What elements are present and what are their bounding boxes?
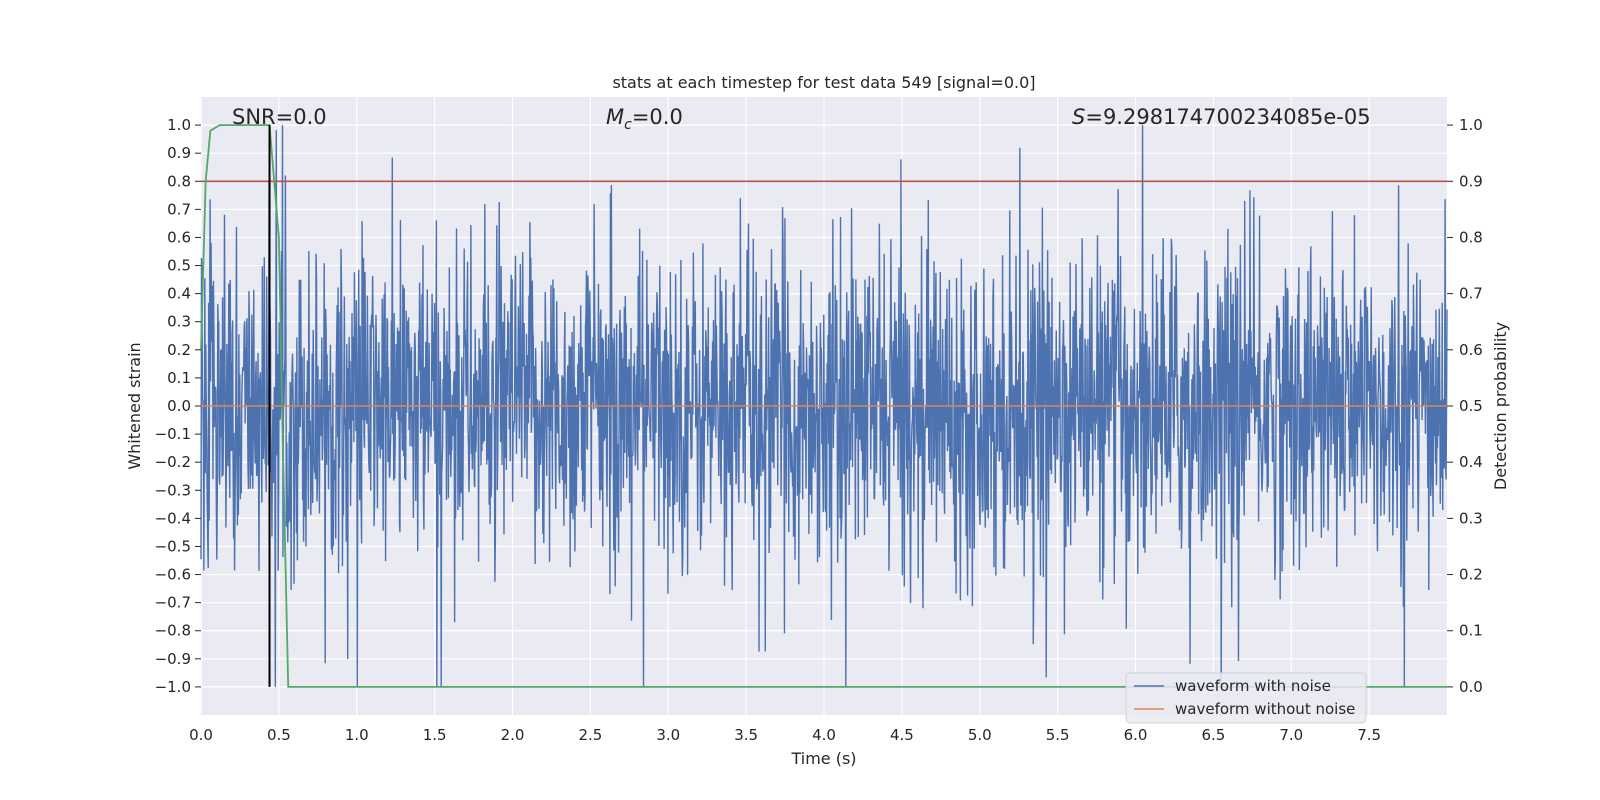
y-right-tick-label: 0.1 bbox=[1459, 622, 1483, 640]
y-left-tick-label: 0.4 bbox=[167, 285, 191, 303]
x-tick-label: 6.5 bbox=[1201, 726, 1225, 744]
y-right-tick-label: 0.2 bbox=[1459, 566, 1483, 584]
overlay-lines bbox=[200, 124, 1447, 688]
y-left-tick-label: 0.2 bbox=[167, 341, 191, 359]
legend: waveform with noise waveform without noi… bbox=[1125, 672, 1367, 724]
x-tick-labels: 0.0 0.5 1.0 1.5 2.0 2.5 3.0 3.5 4.0 4.5 5.0 5.5 6.0 6… bbox=[189, 726, 1381, 744]
y-axis-label-right: Detection probability bbox=[1491, 322, 1510, 490]
x-tick-label: 7.5 bbox=[1357, 726, 1381, 744]
x-tick-label: 4.5 bbox=[890, 726, 914, 744]
y-right-tick-label: 0.8 bbox=[1459, 228, 1483, 246]
y-left-tick-label: 0.9 bbox=[167, 144, 191, 162]
x-tick-label: 5.0 bbox=[968, 726, 992, 744]
legend-box bbox=[1125, 672, 1367, 724]
y-right-tick-labels: 1.0 0.9 0.8 0.7 0.6 0.5 0.4 0.3 0.2 0.1 0.0 bbox=[1447, 116, 1483, 696]
y-left-tick-label: 0.0 bbox=[167, 397, 191, 415]
y-axis-label-left: Whitened strain bbox=[125, 342, 144, 469]
x-axis-label: Time (s) bbox=[790, 749, 856, 768]
y-right-tick-label: 0.5 bbox=[1459, 397, 1483, 415]
y-left-tick-label: −0.4 bbox=[155, 509, 191, 527]
annotation-snr: SNR=0.0 bbox=[232, 105, 327, 129]
series-waveform-with-noise bbox=[200, 125, 1448, 687]
y-left-tick-label: −1.0 bbox=[155, 678, 191, 696]
x-tick-label: 2.5 bbox=[578, 726, 602, 744]
y-left-tick-label: 0.1 bbox=[167, 369, 191, 387]
legend-label-waveform-without-noise: waveform without noise bbox=[1175, 700, 1355, 718]
legend-label-waveform-with-noise: waveform with noise bbox=[1175, 677, 1331, 695]
x-tick-label: 6.0 bbox=[1124, 726, 1148, 744]
y-left-tick-label: −0.8 bbox=[155, 622, 191, 640]
x-tick-label: 5.5 bbox=[1046, 726, 1070, 744]
x-tick-label: 3.0 bbox=[656, 726, 680, 744]
y-left-tick-label: 1.0 bbox=[167, 116, 191, 134]
y-left-tick-label: 0.7 bbox=[167, 200, 191, 218]
y-left-tick-label: 0.3 bbox=[167, 313, 191, 331]
chart-title: stats at each timestep for test data 549… bbox=[612, 73, 1035, 92]
y-left-tick-label: 0.8 bbox=[167, 172, 191, 190]
y-left-tick-label: −0.7 bbox=[155, 594, 191, 612]
y-right-tick-label: 0.7 bbox=[1459, 285, 1483, 303]
x-tick-label: 2.0 bbox=[501, 726, 525, 744]
y-left-tick-label: 0.6 bbox=[167, 228, 191, 246]
annotation-chirp-mass: Mc=0.0 bbox=[606, 105, 683, 133]
x-tick-label: 0.5 bbox=[267, 726, 291, 744]
y-right-tick-label: 0.0 bbox=[1459, 678, 1483, 696]
y-right-tick-label: 0.6 bbox=[1459, 341, 1483, 359]
x-tick-label: 0.0 bbox=[189, 726, 213, 744]
y-right-tick-label: 0.4 bbox=[1459, 453, 1483, 471]
y-left-tick-label: −0.9 bbox=[155, 650, 191, 668]
y-right-tick-label: 1.0 bbox=[1459, 116, 1483, 134]
y-left-tick-label: −0.3 bbox=[155, 481, 191, 499]
y-left-tick-label: −0.2 bbox=[155, 453, 191, 471]
waveform-with-noise-line bbox=[200, 125, 1448, 687]
x-tick-label: 4.0 bbox=[812, 726, 836, 744]
y-left-tick-label: −0.5 bbox=[155, 537, 191, 555]
x-tick-label: 1.5 bbox=[423, 726, 447, 744]
annotation-score: S=9.298174700234085e-05 bbox=[1072, 105, 1371, 129]
y-left-tick-label: −0.6 bbox=[155, 566, 191, 584]
detection-probability-line bbox=[200, 124, 1447, 688]
x-tick-label: 3.5 bbox=[734, 726, 758, 744]
y-left-tick-label: 0.5 bbox=[167, 257, 191, 275]
y-right-tick-label: 0.9 bbox=[1459, 172, 1483, 190]
y-left-tick-labels: 1.0 0.9 0.8 0.7 0.6 0.5 0.4 0.3 0.2 0.1 0.0 −0.1 −0.… bbox=[155, 116, 201, 696]
x-tick-label: 7.0 bbox=[1279, 726, 1303, 744]
x-tick-label: 1.0 bbox=[345, 726, 369, 744]
y-right-tick-label: 0.3 bbox=[1459, 509, 1483, 527]
y-left-tick-label: −0.1 bbox=[155, 425, 191, 443]
